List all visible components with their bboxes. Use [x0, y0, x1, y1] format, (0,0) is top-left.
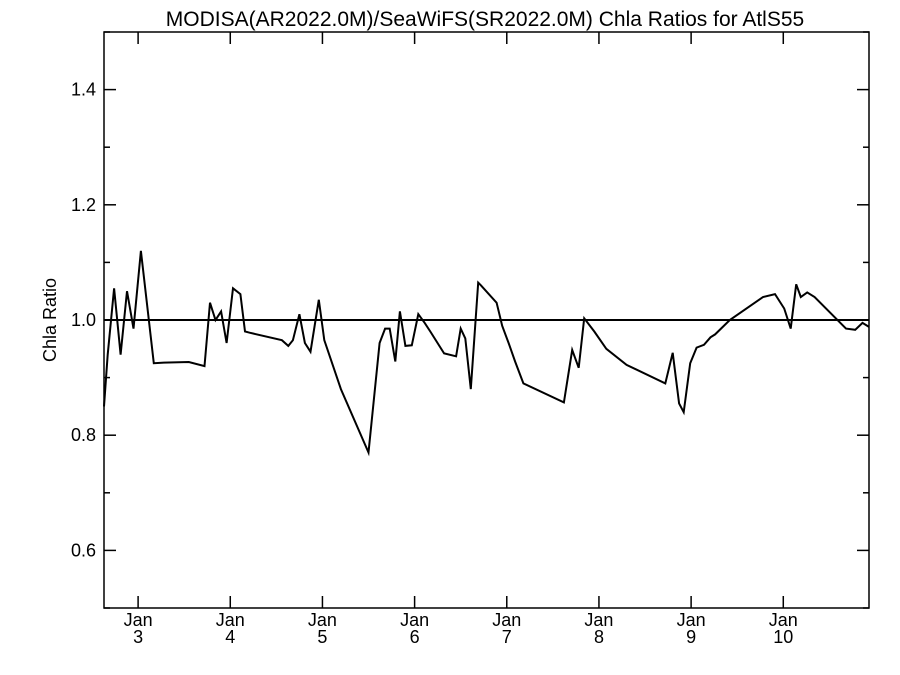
x-tick-label-day: 5	[317, 627, 327, 647]
chart-title: MODISA(AR2022.0M)/SeaWiFS(SR2022.0M) Chl…	[166, 8, 804, 31]
y-tick-label: 0.6	[71, 540, 96, 560]
x-tick-label-month: Jan	[492, 610, 521, 630]
x-tick-label-day: 6	[410, 627, 420, 647]
y-tick-label: 1.4	[71, 80, 96, 100]
x-tick-label-month: Jan	[216, 610, 245, 630]
x-tick-label-month: Jan	[584, 610, 613, 630]
x-tick-label-day: 4	[225, 627, 235, 647]
x-tick-label-month: Jan	[308, 610, 337, 630]
y-tick-label: 0.8	[71, 425, 96, 445]
x-tick-label-month: Jan	[400, 610, 429, 630]
y-tick-label: 1.0	[71, 310, 96, 330]
x-tick-label-day: 9	[686, 627, 696, 647]
x-tick-label-month: Jan	[124, 610, 153, 630]
x-tick-label-month: Jan	[769, 610, 798, 630]
x-tick-label-day: 8	[594, 627, 604, 647]
y-tick-label: 1.2	[71, 195, 96, 215]
x-tick-label-day: 10	[773, 627, 793, 647]
axis-ticks: 0.60.81.01.21.4Jan3Jan4Jan5Jan6Jan7Jan8J…	[71, 31, 869, 647]
x-tick-label-day: 3	[133, 627, 143, 647]
y-axis-label: Chla Ratio	[40, 278, 60, 362]
x-tick-label-day: 7	[502, 627, 512, 647]
series-line	[103, 250, 870, 457]
x-tick-label-month: Jan	[677, 610, 706, 630]
